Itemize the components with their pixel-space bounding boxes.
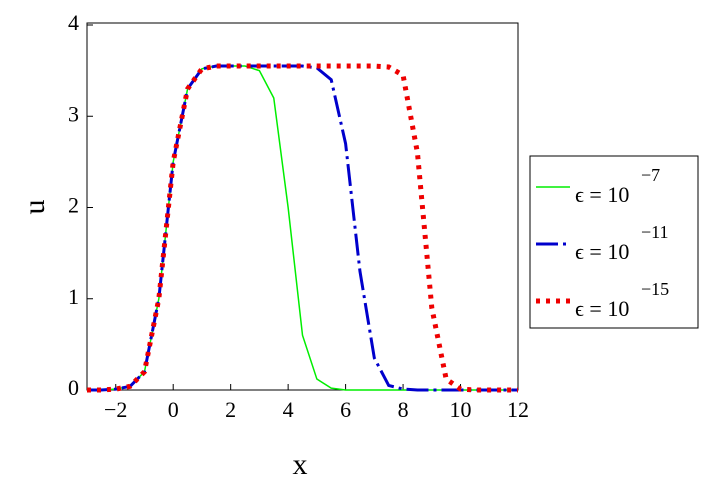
y-tick-label: 1 bbox=[68, 284, 79, 309]
series-line bbox=[87, 64, 518, 392]
plot-frame bbox=[86, 22, 519, 391]
y-axis-label: u bbox=[18, 200, 51, 215]
x-tick-label: −2 bbox=[104, 397, 127, 422]
y-tick-label: 3 bbox=[68, 101, 79, 126]
legend-exponent: −11 bbox=[641, 222, 668, 242]
x-tick-label: 2 bbox=[225, 397, 236, 422]
legend-label: ϵ = 10 bbox=[575, 182, 629, 207]
x-tick-label: 12 bbox=[507, 397, 529, 422]
legend-label: ϵ = 10 bbox=[575, 296, 629, 321]
x-tick-label: 10 bbox=[450, 397, 472, 422]
x-tick-label: 4 bbox=[283, 397, 294, 422]
y-tick-label: 4 bbox=[68, 10, 79, 35]
x-tick-label: 6 bbox=[340, 397, 351, 422]
legend-exponent: −7 bbox=[641, 165, 660, 185]
x-tick-label: 0 bbox=[168, 397, 179, 422]
x-tick-label: 8 bbox=[398, 397, 409, 422]
y-tick-label: 0 bbox=[68, 375, 79, 400]
series-line bbox=[87, 63, 518, 393]
legend-label: ϵ = 10 bbox=[575, 239, 629, 264]
x-axis-label: x bbox=[293, 448, 308, 481]
series-line bbox=[87, 65, 518, 391]
y-tick-label: 2 bbox=[68, 193, 79, 218]
legend-exponent: −15 bbox=[641, 279, 669, 299]
